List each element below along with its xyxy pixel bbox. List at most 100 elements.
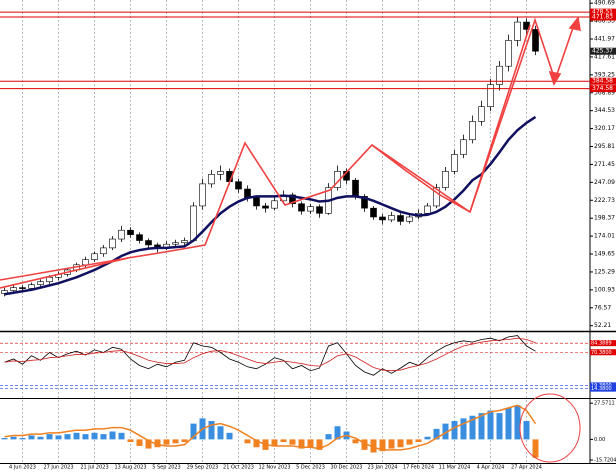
y-tick-label: 417.61 bbox=[594, 53, 615, 60]
histogram-bar bbox=[505, 407, 512, 440]
histogram-bar bbox=[442, 423, 449, 440]
x-tick-label: 27 Apr 2024 bbox=[511, 465, 542, 471]
histogram-bar bbox=[37, 436, 44, 440]
candle-body bbox=[28, 284, 35, 289]
histogram-bar bbox=[217, 426, 224, 440]
candle-body bbox=[10, 287, 17, 291]
y-tick-label: 466.33 bbox=[594, 18, 615, 25]
y-tick-label: 174.01 bbox=[594, 233, 615, 240]
histogram-bar bbox=[361, 439, 368, 450]
level-label: 471.83 bbox=[592, 14, 613, 21]
x-tick-label: 21 Jul 2023 bbox=[80, 465, 108, 471]
level-label: 70.3800 bbox=[591, 350, 612, 356]
arrow-head bbox=[568, 16, 581, 32]
candle-body bbox=[271, 200, 278, 209]
histogram-bar bbox=[451, 421, 458, 440]
candle-body bbox=[190, 205, 197, 241]
histogram-bar bbox=[388, 439, 395, 449]
histogram-bar bbox=[397, 439, 404, 448]
y-tick-label: 198.37 bbox=[594, 215, 615, 222]
candle-body bbox=[127, 229, 134, 235]
histogram-bar bbox=[514, 405, 521, 440]
histogram-bar bbox=[253, 439, 260, 448]
candle-body bbox=[352, 179, 359, 197]
candle-body bbox=[118, 229, 125, 240]
y-tick-label: 222.73 bbox=[594, 197, 615, 204]
x-tick-label: 27 Jun 2023 bbox=[43, 465, 73, 471]
histogram-bar bbox=[316, 439, 323, 450]
histogram-bar bbox=[415, 439, 422, 442]
candle-body bbox=[505, 40, 512, 67]
level-label: 384.58 bbox=[592, 78, 613, 85]
x-tick-label: 4 Jun 2023 bbox=[9, 465, 36, 471]
y-tick-label: 368.89 bbox=[594, 89, 615, 96]
candle-body bbox=[361, 196, 368, 209]
histogram-bar bbox=[127, 439, 134, 442]
candle-body bbox=[37, 281, 44, 285]
histogram-bar bbox=[424, 436, 431, 440]
candle-body bbox=[253, 197, 260, 207]
histogram-bar bbox=[190, 423, 197, 440]
y-tick-label: 100.93 bbox=[594, 286, 615, 293]
candle-body bbox=[91, 253, 98, 260]
candle-body bbox=[217, 171, 224, 175]
histogram-bar bbox=[496, 413, 503, 440]
current-price-label: 425.37 bbox=[592, 48, 613, 55]
histogram-bar bbox=[118, 432, 125, 440]
x-tick-label: 29 Sep 2023 bbox=[187, 465, 219, 471]
level-label-box bbox=[590, 13, 616, 21]
candle-body bbox=[388, 215, 395, 221]
trend-line bbox=[371, 144, 471, 213]
x-tick-label: 12 Nov 2023 bbox=[258, 465, 290, 471]
histogram-bar bbox=[226, 432, 233, 440]
histogram-bar bbox=[271, 439, 278, 446]
x-tick-label: 21 Oct 2023 bbox=[223, 465, 254, 471]
x-tick-label: 30 Dec 2023 bbox=[331, 465, 363, 471]
candle-body bbox=[208, 174, 215, 185]
histogram-bar bbox=[298, 439, 305, 449]
level-label: 84.3889 bbox=[591, 341, 612, 347]
candle-body bbox=[100, 247, 107, 255]
oscillator-line bbox=[4, 337, 536, 372]
candle-body bbox=[136, 234, 143, 241]
histogram-bar bbox=[352, 439, 359, 444]
y-tick-label: 490.69 bbox=[594, 0, 615, 7]
histogram-bar bbox=[136, 439, 143, 446]
candle-body bbox=[109, 238, 116, 249]
oscillator-line bbox=[4, 335, 536, 376]
level-label: 14.3800 bbox=[591, 386, 612, 392]
histogram-bar bbox=[19, 438, 26, 440]
histogram-bar bbox=[307, 439, 314, 448]
level-label-box bbox=[590, 385, 616, 392]
histogram-bar bbox=[172, 439, 179, 444]
x-tick-label: 17 Feb 2024 bbox=[403, 465, 434, 471]
y-tick-label: 320.17 bbox=[594, 125, 615, 132]
candle-body bbox=[406, 216, 413, 222]
x-tick-label: 5 Sep 2023 bbox=[152, 465, 181, 471]
histogram-bar bbox=[289, 439, 296, 445]
trend-line bbox=[0, 257, 129, 281]
histogram-bar bbox=[325, 434, 332, 440]
x-tick-label: 23 Jan 2024 bbox=[368, 465, 398, 471]
histogram-bar bbox=[181, 439, 188, 442]
histogram-bar bbox=[10, 436, 17, 440]
candle-body bbox=[478, 106, 485, 122]
histogram-bar bbox=[82, 434, 89, 440]
level-label-box bbox=[590, 8, 616, 16]
histogram-bar bbox=[46, 434, 53, 440]
histogram-bar bbox=[100, 434, 107, 440]
x-tick-label: 5 Dec 2023 bbox=[296, 465, 325, 471]
signal-line bbox=[4, 404, 537, 451]
candle-body bbox=[442, 171, 449, 188]
y-tick-label: 0.00 bbox=[594, 437, 605, 443]
histogram-bar bbox=[334, 426, 341, 440]
candle-body bbox=[496, 65, 503, 85]
candle-body bbox=[172, 242, 179, 245]
x-tick-label: 13 Aug 2023 bbox=[114, 465, 146, 471]
histogram-bar bbox=[469, 415, 476, 440]
y-tick-label: -15.7204 bbox=[594, 458, 616, 464]
zigzag bbox=[0, 17, 576, 289]
histogram-bar bbox=[91, 432, 98, 440]
histogram-bar bbox=[532, 439, 539, 458]
y-tick-label: 393.25 bbox=[594, 71, 615, 78]
